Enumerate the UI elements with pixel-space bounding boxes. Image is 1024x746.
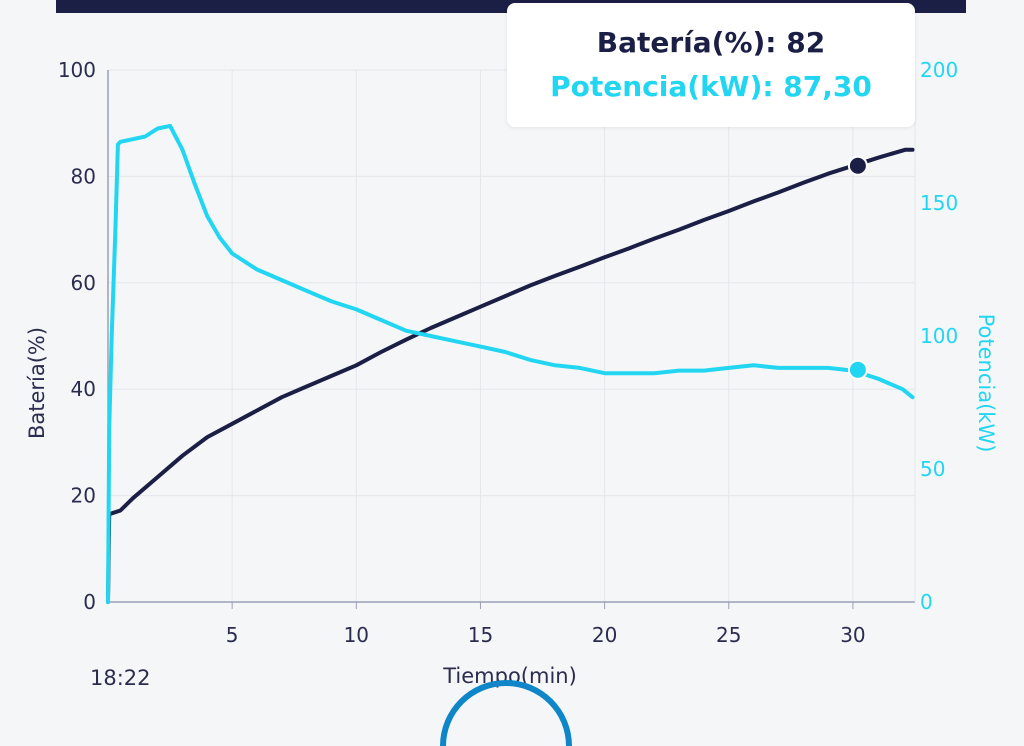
right-tick-label: 0 <box>920 590 933 614</box>
right-axis-ticks: 0 50 100 150 200 <box>920 58 958 614</box>
battery-marker <box>847 155 868 176</box>
grid <box>108 69 915 602</box>
right-axis-title: Potencia(kW) <box>974 314 998 453</box>
axes <box>107 70 916 603</box>
x-tick-label: 20 <box>592 623 617 647</box>
charging-chart[interactable]: 0 20 40 60 80 100 0 50 100 150 200 5 10 15 20 25 30 Ba… <box>0 0 1024 690</box>
x-tick-label: 15 <box>468 623 493 647</box>
left-tick-label: 80 <box>71 164 96 188</box>
left-axis-title: Batería(%) <box>25 327 49 439</box>
left-tick-label: 100 <box>58 58 96 82</box>
x-tick-label: 5 <box>226 623 239 647</box>
left-tick-label: 0 <box>83 590 96 614</box>
right-tick-label: 100 <box>920 324 958 348</box>
left-tick-label: 40 <box>71 377 96 401</box>
right-tick-label: 200 <box>920 58 958 82</box>
power-line <box>106 123 915 604</box>
x-tick-label: 30 <box>840 623 865 647</box>
tooltip: Batería(%): 82 Potencia(kW): 87,30 <box>507 3 915 127</box>
x-axis-ticks: 5 10 15 20 25 30 <box>226 602 866 647</box>
right-tick-label: 150 <box>920 191 958 215</box>
battery-line <box>106 147 915 604</box>
x-tick-label: 25 <box>716 623 741 647</box>
right-tick-label: 50 <box>920 457 945 481</box>
left-tick-label: 60 <box>71 271 96 295</box>
series <box>106 123 915 604</box>
left-tick-label: 20 <box>71 484 96 508</box>
tooltip-battery: Batería(%): 82 <box>596 26 826 59</box>
tooltip-power: Potencia(kW): 87,30 <box>550 70 872 103</box>
left-axis-ticks: 0 20 40 60 80 100 <box>58 58 96 614</box>
power-marker <box>847 359 868 380</box>
markers <box>847 155 868 380</box>
x-tick-label: 10 <box>344 623 369 647</box>
timestamp: 18:22 <box>90 666 151 690</box>
